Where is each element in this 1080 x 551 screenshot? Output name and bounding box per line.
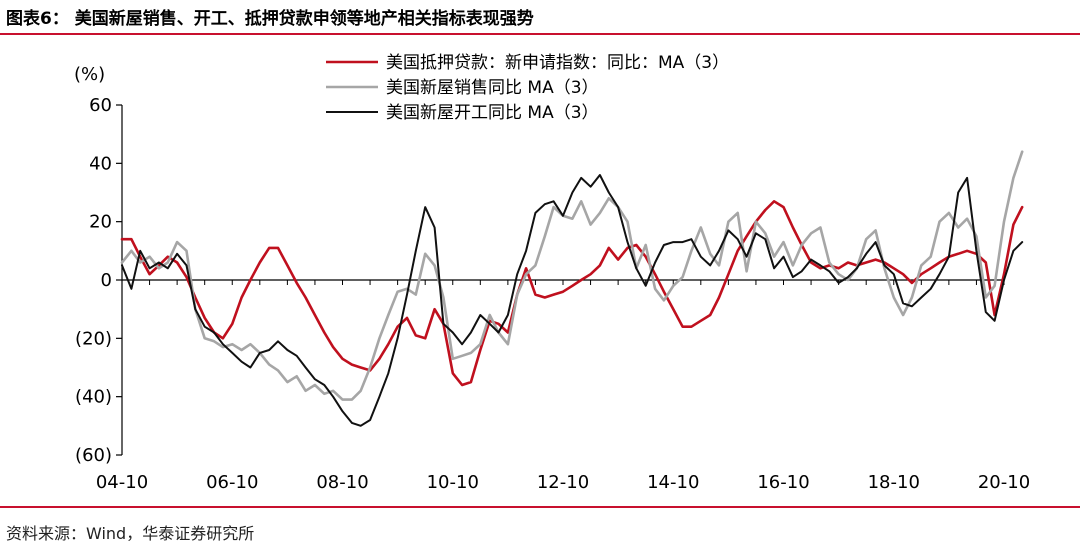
x-tick-label: 16-10 bbox=[757, 472, 809, 493]
legend-label-2: 美国新屋销售同比 MA（3） bbox=[386, 78, 599, 98]
y-axis-tick-labels: 60 40 20 0 (20) (40) (60) bbox=[75, 95, 112, 466]
series-lines bbox=[120, 150, 1024, 427]
x-axis-tick-labels: 04-10 06-10 08-10 10-10 12-10 14-10 16-10 18-10… bbox=[96, 472, 1030, 493]
header-rule bbox=[0, 33, 1080, 35]
source-note: 资料来源：Wind，华泰证券研究所 bbox=[6, 524, 255, 543]
y-tick-label: (20) bbox=[75, 328, 112, 349]
footer-rule bbox=[0, 506, 1080, 508]
x-tick-label: 14-10 bbox=[647, 472, 699, 493]
series-line-1 bbox=[120, 200, 1024, 387]
figure-title: 图表6： 美国新屋销售、开工、抵押贷款申领等地产相关指标表现强势 bbox=[6, 9, 534, 29]
legend-label-1: 美国抵押贷款：新申请指数：同比：MA（3） bbox=[386, 53, 729, 73]
x-tick-label: 18-10 bbox=[868, 472, 920, 493]
x-tick-label: 08-10 bbox=[316, 472, 368, 493]
series-line-3 bbox=[121, 174, 1024, 427]
y-tick-label: 0 bbox=[101, 270, 112, 291]
x-tick-label: 04-10 bbox=[96, 472, 148, 493]
legend-label-3: 美国新屋开工同比 MA（3） bbox=[386, 103, 599, 123]
x-tick-label: 12-10 bbox=[537, 472, 589, 493]
y-tick-label: (60) bbox=[75, 445, 112, 466]
y-tick-label: 40 bbox=[89, 153, 112, 174]
series-line-2 bbox=[120, 150, 1024, 401]
x-tick-label: 10-10 bbox=[427, 472, 479, 493]
chart-legend: 美国抵押贷款：新申请指数：同比：MA（3） 美国新屋销售同比 MA（3） 美国新屋开… bbox=[326, 53, 729, 123]
y-axis-unit-label: (%) bbox=[74, 64, 105, 85]
y-tick-label: 60 bbox=[89, 95, 112, 116]
x-tick-label: 06-10 bbox=[206, 472, 258, 493]
chart-axes bbox=[116, 104, 1005, 456]
y-tick-label: 20 bbox=[89, 212, 112, 233]
y-tick-label: (40) bbox=[75, 387, 112, 408]
x-tick-label: 20-10 bbox=[978, 472, 1030, 493]
figure-header: 图表6： 美国新屋销售、开工、抵押贷款申领等地产相关指标表现强势 bbox=[0, 0, 1080, 34]
